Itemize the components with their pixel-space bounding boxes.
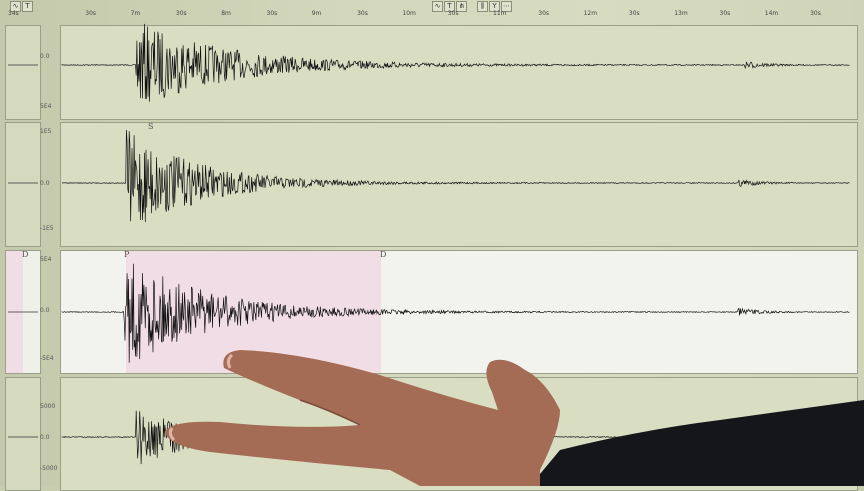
ch4-bottom-label: -5000 (40, 465, 58, 472)
ch2-mid-label: 0.0 (40, 180, 50, 187)
channel-1-trace-panel[interactable] (60, 25, 858, 120)
ch1-mid-label: 0.0 (40, 53, 50, 60)
channel-2-overview (5, 122, 41, 247)
component-tool-button[interactable]: Y (489, 1, 500, 12)
trace-channel-2 (62, 129, 850, 223)
channel-4-overview (5, 377, 41, 491)
time-tick-label: 34s (8, 10, 19, 17)
time-tick-label: 30s (266, 10, 278, 17)
ch2-top-label: 1E5 (40, 128, 52, 135)
grid-tool-button[interactable]: ⫼ (477, 1, 488, 12)
trace-channel-3 (61, 263, 850, 363)
ch3-overview-marker: D (22, 250, 29, 259)
s-phase-marker: S (148, 122, 154, 131)
time-tick-label: 13m (674, 10, 688, 17)
hand (165, 350, 560, 486)
time-tick-label: 30s (85, 10, 97, 17)
text-tool-button[interactable]: T (22, 1, 33, 12)
time-tick-label: 12m (583, 10, 598, 17)
time-tick-label: 30s (538, 10, 550, 17)
time-tick-label: 30s (719, 10, 731, 17)
filter-tool-button[interactable]: ⋔ (456, 1, 467, 12)
time-tick-label: 7m (130, 10, 141, 17)
time-tick-label: 14m (764, 10, 779, 17)
time-tick-label: 30s (628, 10, 640, 17)
waveform-tool-button-2[interactable]: ∿ (432, 1, 443, 12)
time-tick-label: 10m (402, 10, 416, 17)
time-tick-label: 30s (447, 10, 459, 17)
time-tick-label: 8m (221, 10, 231, 17)
sleeve (530, 400, 864, 486)
time-tick-label: 30s (357, 10, 368, 17)
time-tick-label: 30s (175, 10, 187, 17)
more-tool-button[interactable]: ⋯ (501, 1, 512, 12)
time-tick-label: 30s (810, 10, 821, 17)
ch3-bottom-label: -5E4 (40, 355, 54, 362)
time-tick-label: 11m (493, 10, 507, 17)
text-tool-button-2[interactable]: T (444, 1, 455, 12)
time-tick-label: 9m (311, 10, 322, 17)
ch4-mid-label: 0.0 (40, 434, 50, 441)
ch2-bottom-label: -1E5 (40, 225, 54, 232)
ch3-top-label: 5E4 (40, 256, 52, 263)
trace-channel-1 (61, 23, 850, 102)
channel-1-overview (5, 25, 41, 120)
p-phase-marker: P (124, 250, 130, 259)
ch4-top-label: 5000 (40, 403, 56, 410)
ch3-end-marker: D (380, 250, 387, 259)
channel-2-trace-panel[interactable] (60, 122, 858, 247)
waveform-tool-button[interactable]: ∿ (10, 1, 21, 12)
ch1-bottom-label: 5E4 (40, 103, 52, 110)
ch3-mid-label: 0.0 (40, 307, 50, 314)
